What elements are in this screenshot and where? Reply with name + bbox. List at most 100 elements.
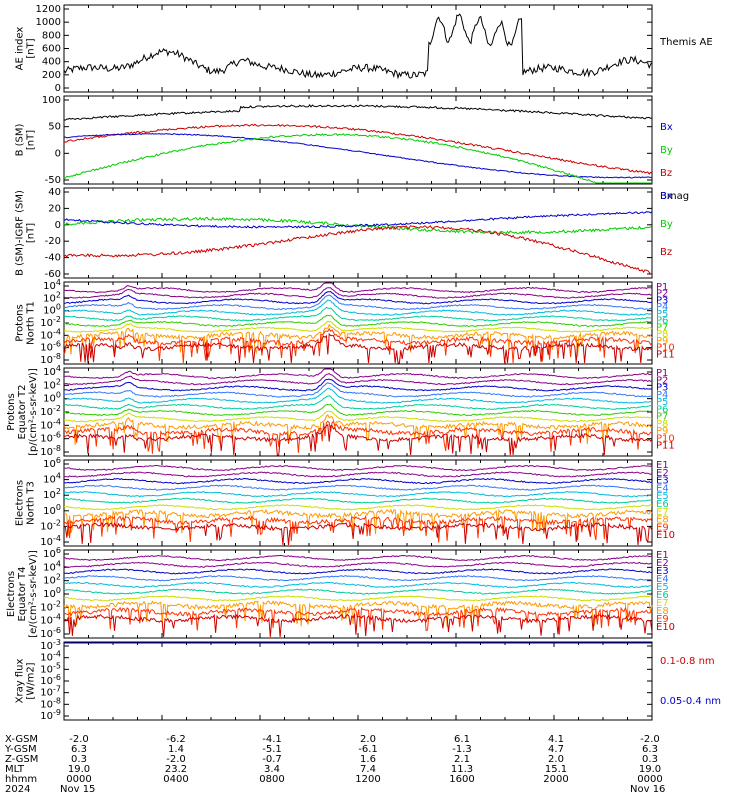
bz-trace <box>63 123 653 175</box>
y-axis-label: ElectronsNorth T3 <box>15 480 37 526</box>
y-tick-label: 40 <box>48 187 61 198</box>
orbit-value: 6.3 <box>642 744 658 755</box>
legend-entry: E2 <box>656 558 669 569</box>
flux-trace-E6 <box>63 588 653 595</box>
by-trace <box>63 133 652 184</box>
legend-entry: E8 <box>656 515 669 526</box>
orbit-value: 6.1 <box>454 734 470 745</box>
legend-entry: P9 <box>656 336 668 347</box>
flux-trace-E8 <box>63 508 653 536</box>
legend-entry: P2 <box>656 375 668 386</box>
legend-entry: E1 <box>656 550 669 561</box>
orbit-value: -6.1 <box>358 744 378 755</box>
year-label: 2024 <box>5 784 30 795</box>
legend-entry: By <box>660 219 673 230</box>
y-tick-label: 102 <box>43 487 61 501</box>
orbit-value: 0.3 <box>71 754 87 765</box>
orbit-row-label: X-GSM <box>5 734 38 745</box>
y-tick-label: -40 <box>45 253 61 264</box>
legend-entry: P4 <box>656 302 668 313</box>
y-tick-label: -60 <box>45 269 61 280</box>
legend-entry: Bx <box>660 191 673 202</box>
legend-entry: P6 <box>656 316 668 327</box>
orbit-value: 2.0 <box>360 734 376 745</box>
orbit-value: 1600 <box>449 774 474 785</box>
flux-trace-P2 <box>63 373 653 386</box>
y-tick-label: 200 <box>42 70 61 81</box>
orbit-row-label: MLT <box>5 764 25 775</box>
y-tick-label: 10-6 <box>40 431 61 445</box>
legend-entry: P1 <box>656 282 668 293</box>
orbit-value: 3.4 <box>264 764 280 775</box>
orbit-value: 0800 <box>259 774 284 785</box>
flux-trace-P10 <box>64 420 653 454</box>
orbit-value: 2.1 <box>454 754 470 765</box>
flux-trace-E9 <box>63 606 653 635</box>
date-label-end: Nov 16 <box>630 784 665 795</box>
orbit-value: 11.3 <box>451 764 473 775</box>
flux-trace-P7 <box>63 403 653 417</box>
y-tick-label: 50 <box>48 122 61 133</box>
legend-entry: E3 <box>656 476 669 487</box>
flux-trace-E5 <box>63 581 653 589</box>
y-axis-label: ProtonsEquator T2[p/(cm²-s-sr-keV)] <box>6 368 39 456</box>
y-tick-label: 104 <box>43 364 61 378</box>
legend-entry: E5 <box>656 582 669 593</box>
legend-entry: Bz <box>660 247 672 258</box>
y-tick-label: 1200 <box>36 4 61 15</box>
y-tick-label: 0 <box>55 220 61 231</box>
flux-trace-E10 <box>63 612 653 638</box>
orbit-value: 0400 <box>163 774 188 785</box>
legend-entry: Bz <box>660 168 672 179</box>
flux-trace-E4 <box>64 484 653 491</box>
y-tick-label: 100 <box>43 586 61 600</box>
orbit-row-label: Z-GSM <box>5 754 38 765</box>
legend-entry: E7 <box>656 507 669 518</box>
y-tick-label: 600 <box>42 44 61 55</box>
orbit-value: -4.1 <box>262 734 282 745</box>
flux-trace-P8 <box>63 320 653 333</box>
y-tick-label: 104 <box>43 559 61 573</box>
flux-trace-P5 <box>63 299 653 316</box>
orbit-value: 23.2 <box>165 764 187 775</box>
y-tick-label: 104 <box>43 472 61 486</box>
legend-entry: P7 <box>656 322 668 333</box>
y-tick-label: 10-4 <box>40 417 61 431</box>
flux-trace-P10 <box>63 327 653 364</box>
orbit-value: 0000 <box>66 774 91 785</box>
legend-entry: P8 <box>656 329 668 340</box>
legend-entry: E8 <box>656 606 669 617</box>
legend-entry: P5 <box>656 309 668 320</box>
orbit-value: 15.1 <box>545 764 567 775</box>
dbx-trace <box>63 211 653 229</box>
orbit-value: 0000 <box>637 774 662 785</box>
flux-trace-E3 <box>63 568 653 575</box>
orbit-value: -2.0 <box>69 734 89 745</box>
legend-entry: P2 <box>656 289 668 300</box>
orbit-value: 7.4 <box>360 764 376 775</box>
legend-entry: P7 <box>656 412 668 423</box>
legend-entry: E10 <box>656 622 675 633</box>
y-tick-label: 102 <box>43 573 61 587</box>
legend-entry: E6 <box>656 499 669 510</box>
flux-trace-P1 <box>63 282 653 294</box>
y-axis-label: ProtonsNorth T1 <box>15 301 37 345</box>
y-tick-label: 10-2 <box>40 599 61 613</box>
legend-entry: E7 <box>656 598 669 609</box>
y-tick-label: 20 <box>48 203 61 214</box>
y-tick-label: 106 <box>43 456 61 470</box>
ae-trace <box>63 13 653 80</box>
flux-trace-P9 <box>63 323 653 357</box>
y-axis-label: Xray flux[W/m2] <box>15 659 37 704</box>
y-tick-label: -20 <box>45 236 61 247</box>
legend-entry: E4 <box>656 483 669 494</box>
flux-trace-E2 <box>63 471 653 478</box>
y-tick-label: 10-4 <box>40 613 61 627</box>
bx-trace <box>63 132 653 179</box>
legend-entry: 0.05-0.4 nm <box>660 696 721 707</box>
flux-trace-E5 <box>63 491 652 498</box>
orbit-value: -2.0 <box>640 734 660 745</box>
